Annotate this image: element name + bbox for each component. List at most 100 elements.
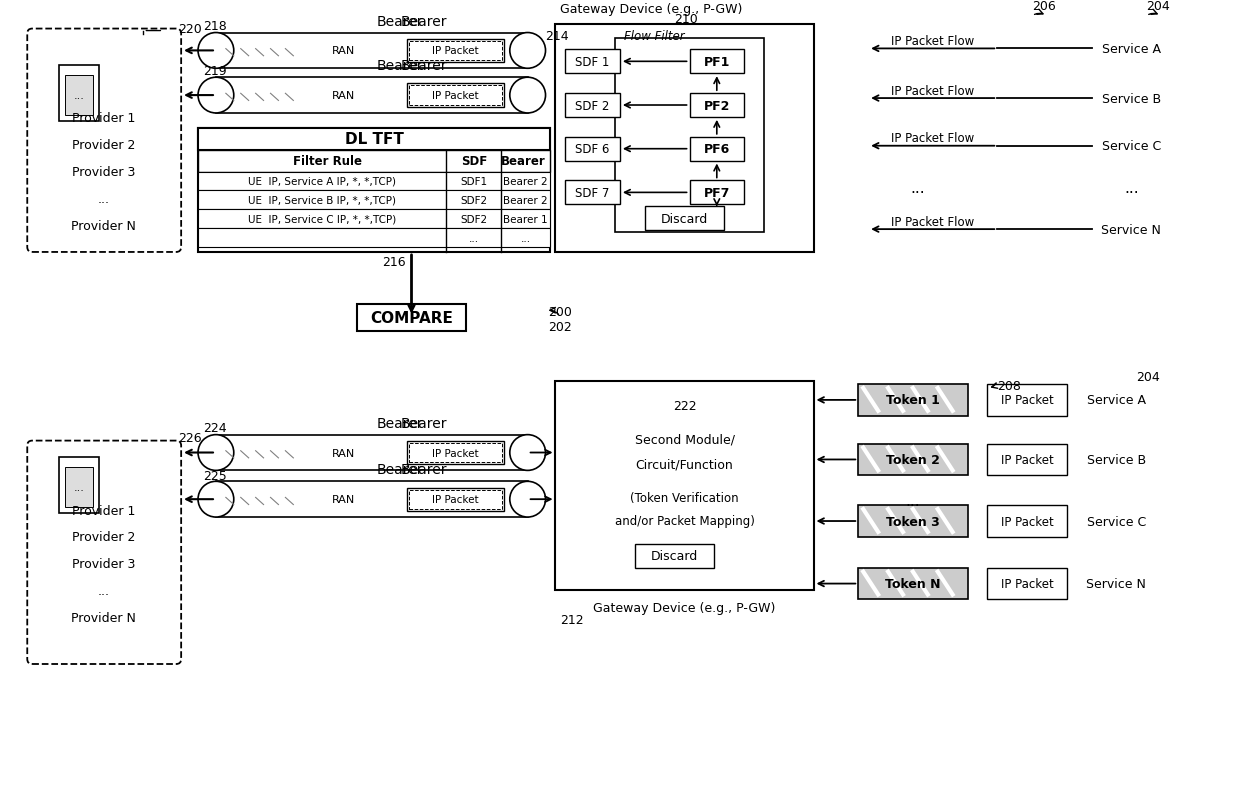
Text: Discard: Discard bbox=[661, 213, 708, 226]
Text: 224: 224 bbox=[203, 422, 227, 434]
Text: SDF2: SDF2 bbox=[460, 214, 487, 224]
Text: DL TFT: DL TFT bbox=[345, 132, 404, 147]
Text: Service C: Service C bbox=[1086, 515, 1146, 528]
FancyBboxPatch shape bbox=[645, 207, 724, 230]
FancyBboxPatch shape bbox=[858, 568, 967, 600]
Text: IP Packet: IP Packet bbox=[432, 47, 479, 56]
FancyBboxPatch shape bbox=[198, 128, 551, 253]
FancyBboxPatch shape bbox=[556, 381, 813, 589]
FancyBboxPatch shape bbox=[60, 66, 99, 122]
Text: Bearer: Bearer bbox=[376, 59, 423, 73]
Text: ...: ... bbox=[98, 585, 109, 597]
FancyBboxPatch shape bbox=[216, 482, 528, 517]
Text: Bearer: Bearer bbox=[401, 14, 448, 29]
FancyBboxPatch shape bbox=[556, 25, 813, 253]
Text: IP Packet Flow: IP Packet Flow bbox=[892, 84, 975, 97]
FancyBboxPatch shape bbox=[689, 137, 744, 161]
Text: Bearer: Bearer bbox=[376, 14, 423, 29]
FancyBboxPatch shape bbox=[407, 84, 503, 108]
FancyBboxPatch shape bbox=[198, 173, 551, 191]
FancyBboxPatch shape bbox=[987, 506, 1066, 537]
FancyBboxPatch shape bbox=[615, 39, 764, 233]
Text: Bearer: Bearer bbox=[376, 463, 423, 477]
Text: Bearer 1: Bearer 1 bbox=[503, 214, 548, 224]
Ellipse shape bbox=[510, 78, 546, 114]
Text: Bearer: Bearer bbox=[401, 59, 448, 73]
FancyBboxPatch shape bbox=[64, 76, 93, 116]
FancyBboxPatch shape bbox=[198, 191, 551, 210]
Text: ...: ... bbox=[98, 193, 109, 206]
Text: Service N: Service N bbox=[1101, 223, 1162, 236]
Text: 219: 219 bbox=[203, 65, 227, 78]
FancyBboxPatch shape bbox=[689, 181, 744, 205]
Text: IP Packet: IP Packet bbox=[1001, 515, 1054, 528]
Text: ...: ... bbox=[73, 483, 84, 493]
Text: Token 1: Token 1 bbox=[885, 394, 940, 407]
Text: Provider 1: Provider 1 bbox=[72, 504, 135, 517]
FancyBboxPatch shape bbox=[565, 51, 620, 74]
Text: Provider 2: Provider 2 bbox=[72, 531, 135, 544]
FancyBboxPatch shape bbox=[27, 441, 181, 664]
FancyBboxPatch shape bbox=[689, 51, 744, 74]
Text: Gateway Device (e.g., P-GW): Gateway Device (e.g., P-GW) bbox=[560, 3, 743, 16]
Text: IP Packet: IP Packet bbox=[1001, 454, 1054, 467]
FancyBboxPatch shape bbox=[216, 483, 528, 516]
FancyBboxPatch shape bbox=[216, 35, 528, 68]
Text: 208: 208 bbox=[997, 380, 1022, 393]
Text: UE  IP, Service C IP, *, *,TCP): UE IP, Service C IP, *, *,TCP) bbox=[248, 214, 397, 224]
Text: ...: ... bbox=[521, 233, 531, 243]
FancyBboxPatch shape bbox=[198, 128, 551, 150]
Text: Provider N: Provider N bbox=[71, 219, 136, 232]
Text: ...: ... bbox=[1123, 181, 1138, 196]
FancyBboxPatch shape bbox=[565, 137, 620, 161]
Text: Provider 3: Provider 3 bbox=[72, 166, 135, 179]
Text: PF7: PF7 bbox=[703, 186, 730, 200]
Text: 226: 226 bbox=[179, 431, 202, 445]
Text: Token N: Token N bbox=[885, 577, 941, 590]
Text: Service A: Service A bbox=[1102, 43, 1161, 56]
Text: Bearer 2: Bearer 2 bbox=[503, 177, 548, 187]
Text: Provider 1: Provider 1 bbox=[72, 112, 135, 125]
Text: Service C: Service C bbox=[1101, 140, 1161, 153]
FancyBboxPatch shape bbox=[216, 78, 528, 114]
Text: Gateway Device (e.g., P-GW): Gateway Device (e.g., P-GW) bbox=[594, 601, 776, 614]
Text: Bearer: Bearer bbox=[401, 463, 448, 477]
FancyBboxPatch shape bbox=[858, 506, 967, 537]
FancyBboxPatch shape bbox=[64, 468, 93, 507]
Text: 212: 212 bbox=[560, 613, 584, 626]
Text: Provider 3: Provider 3 bbox=[72, 557, 135, 570]
Ellipse shape bbox=[198, 34, 234, 69]
Text: Filter Rule: Filter Rule bbox=[293, 155, 362, 168]
FancyBboxPatch shape bbox=[407, 442, 503, 465]
Ellipse shape bbox=[510, 34, 546, 69]
Text: PF2: PF2 bbox=[703, 100, 730, 112]
FancyBboxPatch shape bbox=[27, 30, 181, 253]
Text: SDF2: SDF2 bbox=[460, 196, 487, 206]
FancyBboxPatch shape bbox=[216, 435, 528, 471]
FancyBboxPatch shape bbox=[198, 229, 551, 247]
Ellipse shape bbox=[510, 435, 546, 471]
FancyBboxPatch shape bbox=[216, 79, 528, 112]
FancyBboxPatch shape bbox=[198, 150, 551, 173]
Text: Flow Filter: Flow Filter bbox=[625, 30, 684, 43]
Text: 202: 202 bbox=[548, 320, 573, 333]
Text: Circuit/Function: Circuit/Function bbox=[636, 459, 733, 471]
Text: SDF 2: SDF 2 bbox=[575, 100, 609, 112]
Text: 225: 225 bbox=[203, 469, 227, 483]
FancyBboxPatch shape bbox=[987, 385, 1066, 416]
FancyBboxPatch shape bbox=[689, 94, 744, 118]
Text: 216: 216 bbox=[382, 256, 405, 269]
Text: SDF 6: SDF 6 bbox=[575, 143, 609, 156]
FancyBboxPatch shape bbox=[216, 436, 528, 470]
Text: IP Packet: IP Packet bbox=[1001, 394, 1054, 407]
Text: RAN: RAN bbox=[332, 495, 356, 504]
Text: 200: 200 bbox=[548, 306, 573, 319]
Text: SDF1: SDF1 bbox=[460, 177, 487, 187]
Text: 210: 210 bbox=[675, 13, 698, 26]
Text: 220: 220 bbox=[179, 23, 202, 36]
FancyBboxPatch shape bbox=[987, 444, 1066, 475]
Text: and/or Packet Mapping): and/or Packet Mapping) bbox=[615, 515, 754, 528]
Text: COMPARE: COMPARE bbox=[370, 311, 453, 325]
Text: RAN: RAN bbox=[332, 91, 356, 101]
Text: IP Packet Flow: IP Packet Flow bbox=[892, 35, 975, 48]
